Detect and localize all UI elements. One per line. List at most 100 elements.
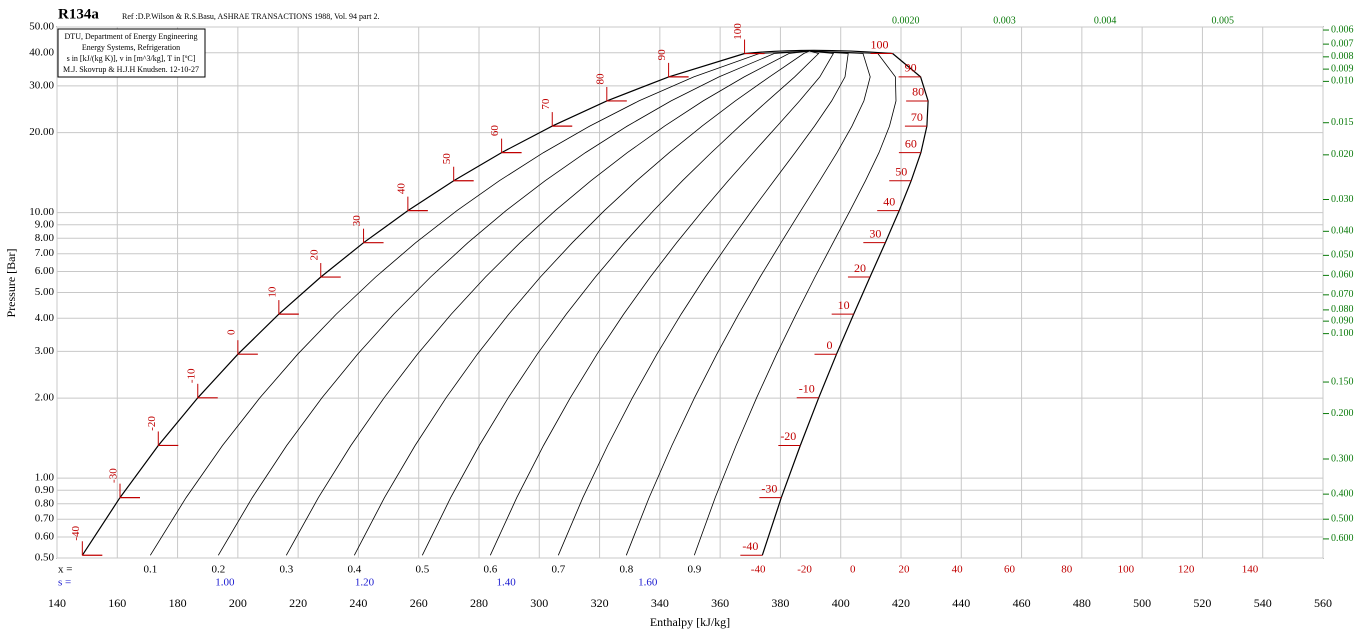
isotherm-label: 20: [308, 249, 320, 261]
isotherm-label: 70: [540, 98, 552, 110]
x-tick-label: 260: [410, 596, 428, 610]
x-tick-label: 320: [591, 596, 609, 610]
isochore-label: 0.050: [1331, 250, 1354, 261]
y-tick-label: 3.00: [35, 345, 55, 357]
quality-label: 0.6: [483, 564, 497, 576]
quality-row-label: x =: [58, 564, 72, 576]
y-tick-label: 1.00: [35, 472, 55, 484]
x-tick-label: 160: [108, 596, 126, 610]
isotherm-label: 40: [883, 194, 895, 208]
quality-label: 0.1: [143, 564, 157, 576]
x-tick-label: 140: [48, 596, 66, 610]
quality-line: [421, 50, 820, 556]
isotherm-label: 50: [441, 153, 453, 165]
x-tick-label: 360: [711, 596, 729, 610]
x-tick-label: 220: [289, 596, 307, 610]
isotherm-label: 50: [895, 164, 907, 178]
isotherm-label: 0: [826, 338, 832, 352]
x-tick-label: 240: [349, 596, 367, 610]
x-tick-label: 520: [1193, 596, 1211, 610]
info-box: [57, 28, 206, 78]
quality-line: [625, 50, 871, 556]
isochore-label: 0.300: [1331, 453, 1354, 464]
quality-label: 0.3: [279, 564, 293, 576]
y-tick-label: 0.80: [35, 497, 55, 509]
x-tick-label: 280: [470, 596, 488, 610]
quality-label: 0.9: [687, 564, 701, 576]
isotherm-bottom-label: 60: [1004, 564, 1016, 576]
isochore-label: 0.0020: [892, 15, 920, 26]
info-line: s in [kJ/(kg K)], v in [m^3/kg], T in [º…: [67, 54, 196, 63]
x-tick-label: 460: [1013, 596, 1031, 610]
y-tick-label: 6.00: [35, 265, 55, 277]
quality-line: [489, 50, 835, 556]
isotherm-label: 40: [395, 183, 407, 195]
isochore-label: 0.005: [1211, 15, 1234, 26]
y-tick-label: 5.00: [35, 286, 55, 298]
isotherm-label: -10: [185, 368, 197, 383]
x-tick-label: 180: [169, 596, 187, 610]
isotherm-label: 60: [905, 136, 917, 150]
isotherm-label: 20: [854, 261, 866, 275]
isotherm-label: 30: [869, 226, 881, 240]
quality-line: [285, 50, 810, 556]
x-tick-label: 560: [1314, 596, 1332, 610]
quality-label: 0.7: [551, 564, 565, 576]
isotherm-label: 70: [911, 110, 923, 124]
info-line: Energy Systems, Refrigeration: [82, 43, 180, 52]
isochore-label: 0.090: [1331, 315, 1354, 326]
isotherm-label: -40: [742, 539, 758, 553]
isotherm-label: -40: [70, 525, 82, 540]
isotherm-bottom-label: 140: [1242, 564, 1259, 576]
isotherm-label: 10: [266, 286, 278, 298]
isotherm-label: 100: [732, 23, 744, 40]
x-tick-label: 400: [832, 596, 850, 610]
isotherm-label: -30: [761, 481, 777, 495]
isotherm-label: 90: [656, 49, 668, 61]
isochore-label: 0.008: [1331, 51, 1354, 62]
y-tick-label: 0.90: [35, 484, 55, 496]
isotherm-label: 30: [351, 215, 363, 227]
x-tick-label: 540: [1254, 596, 1272, 610]
isochore-label: 0.007: [1331, 38, 1354, 49]
quality-label: 0.8: [619, 564, 633, 576]
isochore-label: 0.040: [1331, 226, 1354, 237]
quality-label: 0.4: [347, 564, 361, 576]
isotherm-label: 10: [838, 298, 850, 312]
x-tick-label: 440: [952, 596, 970, 610]
chart-title: R134a: [58, 6, 99, 22]
y-axis-label: Pressure [Bar]: [4, 249, 18, 318]
isotherm-label: 80: [912, 85, 924, 99]
isochore-label: 0.030: [1331, 194, 1354, 205]
x-tick-label: 480: [1073, 596, 1091, 610]
isotherm-label: 80: [594, 73, 606, 85]
isotherm-label: 60: [489, 125, 501, 137]
isotherm-label: 90: [905, 61, 917, 75]
isochore-label: 0.150: [1331, 376, 1354, 387]
quality-label: 0.5: [415, 564, 429, 576]
entropy-label: 1.20: [355, 577, 375, 589]
isochore-label: 0.010: [1331, 76, 1354, 87]
entropy-label: 1.00: [215, 577, 235, 589]
x-tick-label: 420: [892, 596, 910, 610]
quality-label: 0.2: [211, 564, 225, 576]
x-tick-label: 300: [530, 596, 548, 610]
y-tick-label: 30.00: [29, 79, 54, 91]
isochore-label: 0.070: [1331, 289, 1354, 300]
quality-line: [217, 50, 810, 556]
isotherm-label: -30: [108, 468, 120, 483]
y-tick-label: 8.00: [35, 232, 55, 244]
isotherm-bottom-label: 100: [1118, 564, 1135, 576]
y-tick-label: 40.00: [29, 46, 54, 58]
x-tick-label: 380: [771, 596, 789, 610]
quality-line: [693, 50, 897, 556]
info-line: DTU, Department of Energy Engineering: [65, 32, 198, 41]
isotherm-bottom-label: 80: [1061, 564, 1073, 576]
reference: Ref :D.P.Wilson & R.S.Basu, ASHRAE TRANS…: [122, 12, 379, 21]
entropy-label: 1.60: [638, 577, 658, 589]
isochore-label: 0.400: [1331, 488, 1354, 499]
isochore-label: 0.500: [1331, 513, 1354, 524]
entropy-row-label: s =: [58, 577, 71, 589]
y-tick-label: 0.60: [35, 531, 55, 543]
